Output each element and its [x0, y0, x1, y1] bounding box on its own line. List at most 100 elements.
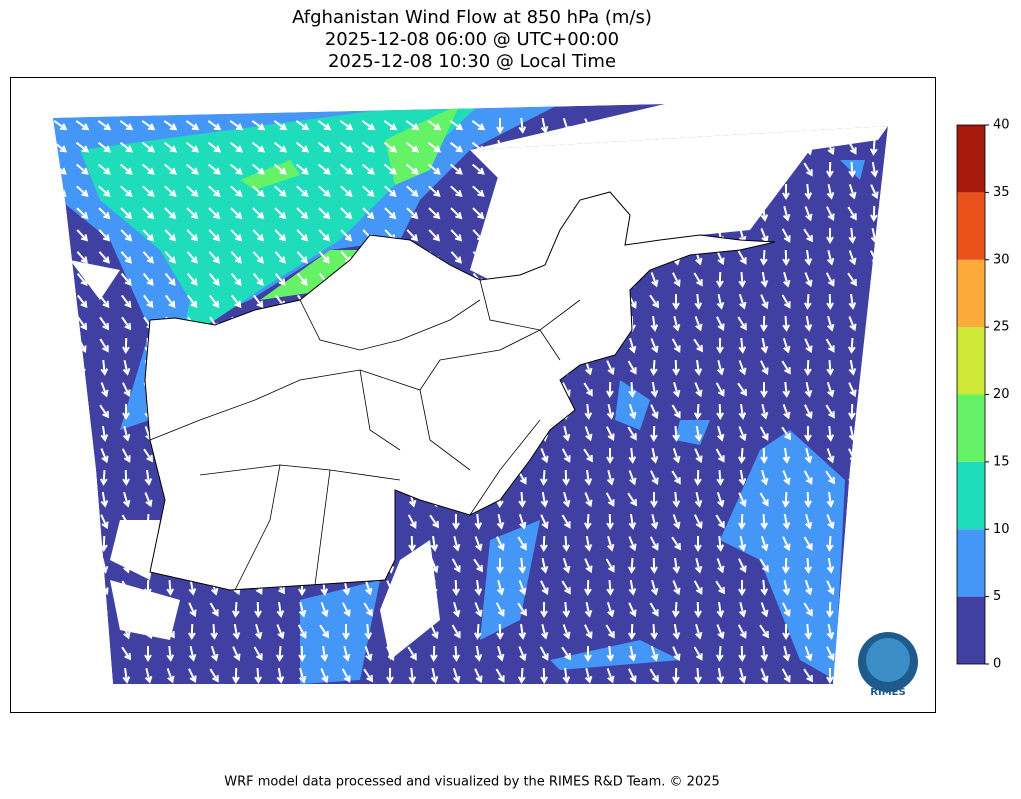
wind-arrow	[496, 118, 504, 134]
wind-arrow	[120, 229, 133, 242]
wind-arrow	[252, 229, 265, 242]
wind-arrow	[782, 381, 791, 398]
wind-arrow	[650, 492, 658, 508]
wind-arrow	[738, 294, 747, 310]
wind-arrow	[870, 161, 879, 178]
wind-arrow	[870, 272, 878, 288]
wind-arrow	[452, 579, 460, 596]
wind-arrow	[715, 205, 724, 222]
wind-arrow	[473, 623, 482, 640]
wind-arrow	[804, 646, 813, 662]
wind-arrow	[122, 535, 131, 552]
wind-arrow	[188, 668, 197, 684]
wind-arrow	[540, 162, 548, 178]
wind-arrow	[274, 251, 286, 264]
wind-arrow	[100, 359, 109, 376]
wind-arrow	[650, 272, 659, 288]
wind-arrow	[78, 447, 87, 464]
wind-arrow	[56, 558, 64, 574]
wind-arrow	[472, 185, 485, 197]
wind-arrow	[826, 491, 835, 508]
wind-arrow	[56, 491, 64, 508]
wind-arrow	[363, 668, 374, 683]
wind-arrow	[143, 448, 154, 463]
wind-arrow	[738, 645, 746, 662]
wind-arrow	[100, 491, 109, 508]
wind-arrow	[760, 162, 769, 178]
wind-arrow	[782, 117, 790, 134]
wind-arrow	[78, 514, 87, 530]
wind-arrow	[296, 185, 309, 197]
wind-arrow	[518, 514, 527, 530]
wind-arrow	[98, 294, 110, 309]
wind-arrow	[230, 229, 243, 242]
wind-arrow	[408, 535, 416, 552]
wind-arrow	[141, 120, 156, 131]
logo-text: RIMES	[870, 687, 905, 698]
wind-arrow	[562, 161, 571, 178]
wind-arrow	[804, 359, 812, 376]
wind-arrow	[99, 646, 109, 661]
wind-arrow	[429, 514, 440, 529]
wind-arrow	[848, 535, 856, 552]
wind-arrow	[870, 469, 879, 486]
wind-arrow	[782, 579, 791, 596]
logo-emblem	[866, 638, 910, 682]
wind-arrow	[606, 645, 615, 662]
wind-arrow	[230, 294, 242, 309]
colorbar-tick-label: 25	[993, 320, 1010, 335]
wind-arrow	[759, 492, 769, 507]
wind-arrow	[847, 580, 857, 595]
wind-arrow	[672, 425, 681, 442]
wind-arrow	[540, 580, 549, 596]
wind-arrow	[650, 404, 659, 420]
wind-arrow	[517, 667, 526, 684]
wind-arrow	[229, 141, 244, 153]
wind-arrow	[98, 207, 111, 220]
wind-arrow	[252, 272, 264, 286]
wind-arrow	[738, 360, 747, 376]
wind-arrow	[320, 645, 329, 662]
wind-arrow	[826, 206, 835, 222]
wind-arrow	[295, 141, 310, 153]
wind-arrow	[75, 120, 90, 131]
wind-arrow	[804, 623, 813, 640]
wind-arrow	[254, 601, 262, 618]
wind-arrow	[737, 624, 747, 639]
wind-arrow	[760, 271, 769, 288]
wind-arrow	[584, 403, 593, 420]
wind-arrow	[738, 205, 746, 222]
wind-arrow	[826, 646, 835, 662]
wind-arrow	[628, 645, 637, 662]
wind-arrow	[99, 469, 108, 486]
wind-arrow	[405, 163, 419, 175]
wind-arrow	[715, 514, 725, 529]
wind-arrow	[848, 470, 856, 486]
wind-arrow	[671, 404, 681, 419]
wind-arrow	[362, 207, 375, 220]
wind-arrow	[782, 249, 790, 266]
wind-arrow	[562, 535, 571, 552]
wind-arrow	[472, 251, 484, 264]
wind-arrow	[804, 381, 813, 398]
wind-arrow	[650, 338, 659, 354]
wind-arrow	[694, 359, 703, 376]
wind-arrow	[363, 602, 373, 617]
wind-arrow	[870, 337, 878, 354]
wind-arrow	[671, 338, 681, 353]
wind-arrow	[122, 491, 131, 508]
speed-field	[80, 104, 480, 350]
wind-arrow	[606, 360, 615, 376]
wind-arrow	[606, 162, 615, 178]
wind-arrow	[694, 425, 703, 442]
wind-arrow	[649, 602, 659, 617]
wind-arrow	[273, 120, 288, 131]
wind-arrow	[364, 580, 373, 596]
wind-arrow	[517, 536, 527, 551]
wind-arrow	[427, 120, 442, 131]
wind-arrow	[122, 359, 131, 376]
wind-arrow	[716, 492, 725, 508]
colorbar-segment	[957, 394, 985, 462]
wind-arrow	[782, 470, 791, 486]
wind-arrow	[517, 162, 528, 177]
